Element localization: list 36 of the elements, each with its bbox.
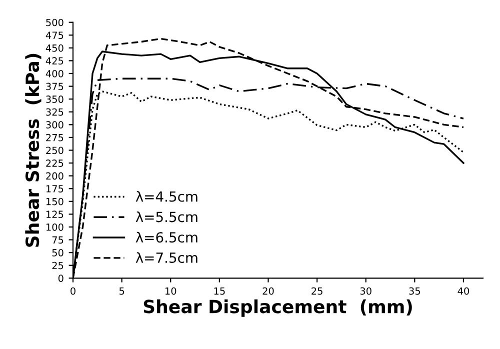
y-tick-label: 150 xyxy=(46,198,64,206)
legend-label: λ=7.5cm xyxy=(136,252,198,263)
y-tick-label: 300 xyxy=(46,121,64,128)
x-tick-label: 30 xyxy=(360,287,372,295)
y-tick-label: 100 xyxy=(46,223,64,231)
y-tick-label: 325 xyxy=(46,108,64,116)
legend-label: λ=5.5cm xyxy=(136,211,198,222)
y-tick-label: 175 xyxy=(46,185,64,192)
x-tick-label: 35 xyxy=(409,287,420,295)
y-tick-label: 275 xyxy=(46,134,64,142)
legend-label: λ=6.5cm xyxy=(136,232,198,243)
y-tick-label: 50 xyxy=(52,249,64,256)
y-axis-title: Shear Stress (kPa) xyxy=(25,54,42,247)
y-tick-label: 0 xyxy=(58,274,64,282)
legend-label: λ=4.5cm xyxy=(136,191,198,202)
y-tick-label: 25 xyxy=(52,262,64,270)
x-tick-label: 5 xyxy=(119,287,124,295)
y-tick-label: 400 xyxy=(46,70,64,78)
x-tick-label: 20 xyxy=(262,287,274,295)
y-tick-label: 375 xyxy=(46,82,64,90)
y-tick-label: 350 xyxy=(46,96,64,103)
y-tick-label: 450 xyxy=(46,44,64,52)
y-tick-label: 200 xyxy=(46,172,64,180)
y-tick-label: 125 xyxy=(46,210,64,218)
x-tick-label: 15 xyxy=(214,287,225,295)
x-tick-label: 10 xyxy=(166,287,176,295)
x-axis-title: Shear Displacement (mm) xyxy=(144,299,412,317)
x-tick-label: 25 xyxy=(312,287,322,295)
x-tick-label: 40 xyxy=(458,287,470,295)
y-tick-label: 425 xyxy=(46,57,64,65)
x-tick-label: 0 xyxy=(70,287,76,295)
y-tick-label: 225 xyxy=(46,160,64,167)
y-tick-label: 75 xyxy=(52,236,64,244)
y-tick-label: 475 xyxy=(46,32,64,39)
y-tick-label: 250 xyxy=(46,146,64,154)
y-tick-label: 500 xyxy=(46,18,64,26)
